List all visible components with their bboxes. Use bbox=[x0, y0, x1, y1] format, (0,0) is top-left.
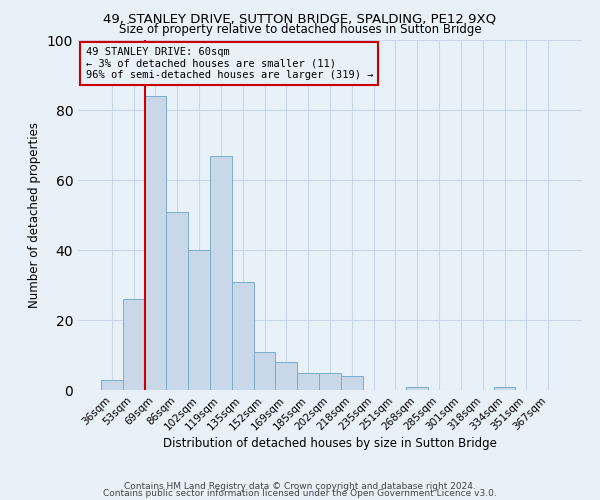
Bar bbox=[101, 380, 123, 390]
Bar bbox=[254, 352, 275, 390]
Text: Contains HM Land Registry data © Crown copyright and database right 2024.: Contains HM Land Registry data © Crown c… bbox=[124, 482, 476, 491]
Text: 49 STANLEY DRIVE: 60sqm
← 3% of detached houses are smaller (11)
96% of semi-det: 49 STANLEY DRIVE: 60sqm ← 3% of detached… bbox=[86, 47, 373, 80]
Bar bbox=[494, 386, 515, 390]
Bar bbox=[319, 372, 341, 390]
Text: Size of property relative to detached houses in Sutton Bridge: Size of property relative to detached ho… bbox=[119, 22, 481, 36]
Bar bbox=[145, 96, 166, 390]
Bar bbox=[232, 282, 254, 390]
Bar bbox=[406, 386, 428, 390]
Text: 49, STANLEY DRIVE, SUTTON BRIDGE, SPALDING, PE12 9XQ: 49, STANLEY DRIVE, SUTTON BRIDGE, SPALDI… bbox=[103, 12, 497, 26]
Bar bbox=[341, 376, 363, 390]
Y-axis label: Number of detached properties: Number of detached properties bbox=[28, 122, 41, 308]
Text: Contains public sector information licensed under the Open Government Licence v3: Contains public sector information licen… bbox=[103, 490, 497, 498]
X-axis label: Distribution of detached houses by size in Sutton Bridge: Distribution of detached houses by size … bbox=[163, 438, 497, 450]
Bar bbox=[275, 362, 297, 390]
Bar bbox=[210, 156, 232, 390]
Bar bbox=[123, 299, 145, 390]
Bar bbox=[297, 372, 319, 390]
Bar bbox=[188, 250, 210, 390]
Bar bbox=[166, 212, 188, 390]
